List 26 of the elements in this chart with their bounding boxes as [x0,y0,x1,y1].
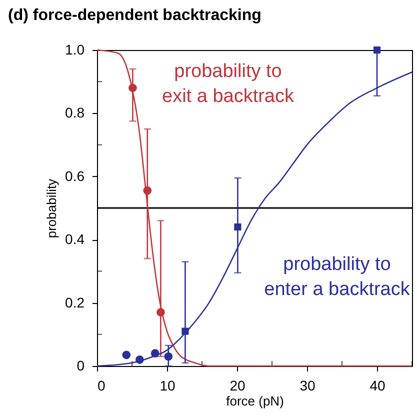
series-label: probability to enter a backtrack [264,254,410,300]
series-label: probability to exit a backtrack [162,61,294,107]
point [373,46,381,54]
point [164,352,173,361]
point [156,308,165,316]
x-tick-label: 20 [230,378,246,394]
point [182,328,189,335]
x-tick-label: 30 [300,378,316,394]
y-tick-label: 0.6 [65,168,85,184]
x-tick-label: 40 [370,378,386,394]
y-tick-label: 0.2 [65,294,85,310]
y-tick-label: 0.8 [65,104,85,121]
point [122,350,131,360]
y-tick-label: 0 [76,358,85,374]
x-axis-title: force (pN) [226,394,284,408]
chart-title: (d) force-dependent backtracking [8,7,262,24]
y-tick-label: 1.0 [65,42,85,58]
y-tick-label: 0.4 [65,231,85,248]
point [143,186,152,195]
x-tick-label: 10 [160,378,176,394]
point [234,223,242,230]
point [136,356,144,364]
y-axis-title: probability [44,178,60,238]
x-tick-label: 0 [98,378,106,394]
point [128,84,137,92]
point [150,349,160,358]
